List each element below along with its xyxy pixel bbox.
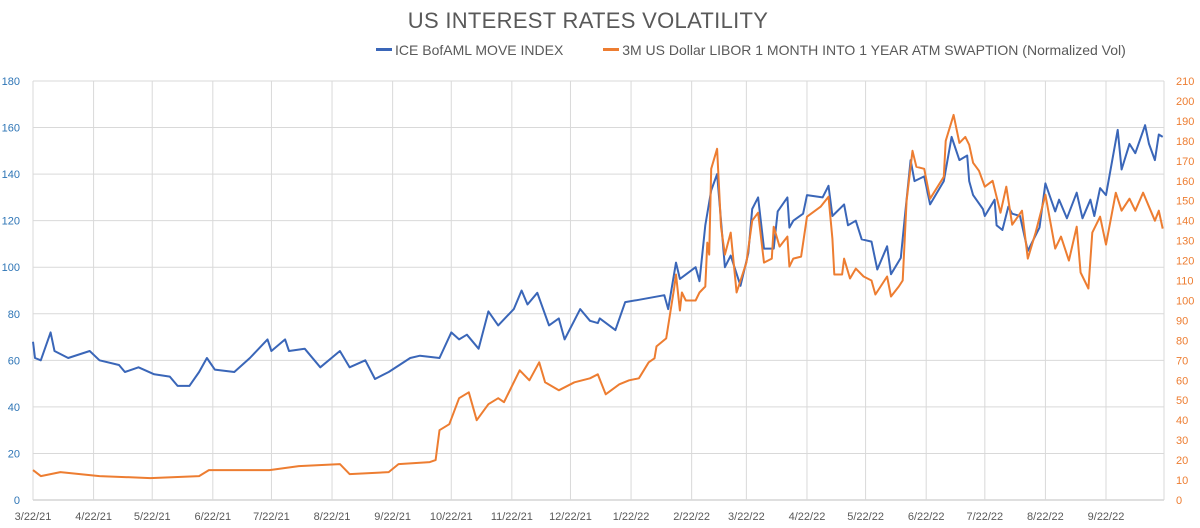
- y-right-tick-label: 120: [1176, 256, 1194, 268]
- x-tick-label: 5/22/21: [134, 511, 171, 523]
- x-tick-label: 8/22/22: [1027, 511, 1064, 523]
- y-left-tick-label: 80: [8, 309, 20, 321]
- legend-swatch-swaption: [603, 48, 620, 51]
- x-tick-label: 9/22/22: [1088, 511, 1125, 523]
- legend-item-move: ICE BofAML MOVE INDEX: [376, 42, 563, 58]
- chart-title: US INTEREST RATES VOLATILITY: [407, 8, 769, 33]
- y-right-tick-label: 210: [1176, 76, 1194, 88]
- y-right-tick-label: 170: [1176, 156, 1194, 168]
- y-right-tick-label: 50: [1176, 395, 1188, 407]
- y-right-tick-label: 180: [1176, 136, 1194, 148]
- y-right-tick-label: 40: [1176, 415, 1188, 427]
- y-right-tick-label: 10: [1176, 475, 1188, 487]
- y-right-tick-label: 90: [1176, 315, 1188, 327]
- y-left-tick-label: 100: [2, 262, 20, 274]
- x-tick-label: 3/22/21: [15, 511, 52, 523]
- x-tick-label: 8/22/21: [314, 511, 351, 523]
- x-tick-label: 7/22/21: [253, 511, 290, 523]
- y-left-tick-label: 40: [8, 402, 20, 414]
- y-left-tick-label: 20: [8, 448, 20, 460]
- y-left-tick-label: 0: [14, 495, 20, 507]
- legend-swatch-move: [376, 48, 392, 51]
- legend-label-swaption: 3M US Dollar LIBOR 1 MONTH INTO 1 YEAR A…: [622, 41, 1126, 58]
- x-tick-label: 7/22/22: [966, 511, 1003, 523]
- x-tick-label: 2/22/22: [673, 511, 710, 523]
- x-tick-label: 4/22/22: [789, 511, 826, 523]
- y-right-tick-label: 140: [1176, 216, 1194, 228]
- x-tick-label: 6/22/21: [194, 511, 231, 523]
- x-tick-label: 10/22/21: [430, 511, 473, 523]
- legend-label-move: ICE BofAML MOVE INDEX: [395, 41, 564, 58]
- y-right-tick-label: 70: [1176, 355, 1188, 367]
- y-left-tick-label: 140: [2, 169, 20, 181]
- y-left-tick-label: 160: [2, 123, 20, 135]
- y-right-tick-label: 0: [1176, 495, 1182, 507]
- y-right-tick-label: 60: [1176, 375, 1188, 387]
- y-right-tick-label: 100: [1176, 295, 1194, 307]
- y-left-tick-label: 120: [2, 216, 20, 228]
- y-right-tick-label: 160: [1176, 176, 1194, 188]
- y-right-tick-label: 20: [1176, 455, 1188, 467]
- y-right-tick-label: 110: [1176, 276, 1194, 288]
- x-tick-label: 5/22/22: [847, 511, 884, 523]
- y-right-tick-label: 30: [1176, 435, 1188, 447]
- y-right-tick-label: 190: [1176, 116, 1194, 128]
- x-tick-label: 1/22/22: [613, 511, 650, 523]
- series-line-swaption-vol: [32, 113, 1164, 480]
- x-tick-label: 6/22/22: [908, 511, 945, 523]
- x-tick-label: 12/22/21: [549, 511, 592, 523]
- series-line-move-index: [32, 124, 1164, 387]
- y-left-tick-label: 180: [2, 76, 20, 88]
- y-right-tick-label: 200: [1176, 96, 1194, 108]
- y-right-tick-label: 130: [1176, 236, 1194, 248]
- x-tick-label: 4/22/21: [75, 511, 112, 523]
- x-tick-label: 11/22/21: [491, 511, 533, 523]
- y-right-tick-label: 80: [1176, 335, 1188, 347]
- x-tick-label: 3/22/22: [728, 511, 765, 523]
- legend: ICE BofAML MOVE INDEX 3M US Dollar LIBOR…: [376, 38, 1162, 58]
- x-tick-label: 9/22/21: [374, 511, 411, 523]
- y-left-tick-label: 60: [8, 355, 20, 367]
- legend-item-swaption: 3M US Dollar LIBOR 1 MONTH INTO 1 YEAR A…: [603, 42, 1126, 58]
- y-right-tick-label: 150: [1176, 196, 1194, 208]
